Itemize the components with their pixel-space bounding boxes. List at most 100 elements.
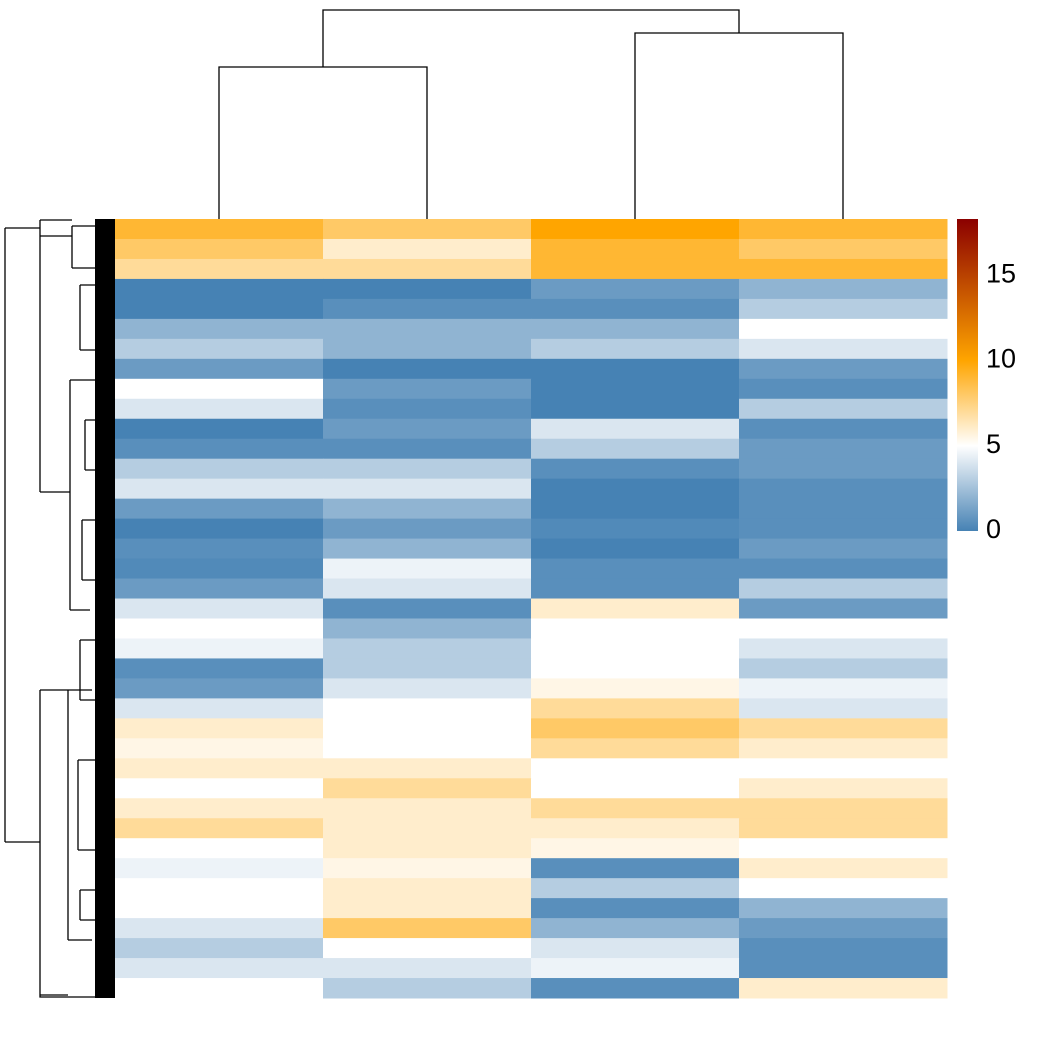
heatmap-cell: [323, 398, 532, 420]
heatmap-cell: [115, 758, 324, 779]
heatmap-cell: [323, 378, 532, 400]
heatmap-cell: [739, 578, 948, 600]
colorbar: [957, 219, 978, 531]
heatmap-cell: [739, 878, 948, 899]
heatmap-cell: [115, 818, 324, 839]
heatmap-cell: [531, 778, 740, 799]
heatmap-cell: [531, 718, 740, 739]
heatmap-cell: [323, 418, 532, 440]
heatmap-cell: [531, 898, 740, 919]
heatmap-cell: [323, 518, 532, 540]
heatmap-cell: [739, 498, 948, 520]
colorbar-tick-label: 15: [986, 258, 1016, 288]
heatmap-cell: [115, 618, 324, 639]
heatmap-cell: [323, 538, 532, 560]
heatmap-cell: [531, 318, 740, 340]
heatmap-cell: [739, 538, 948, 560]
heatmap-cell: [323, 219, 532, 240]
heatmap-cell: [739, 378, 948, 400]
heatmap-cell: [323, 658, 532, 679]
heatmap-cell: [115, 498, 324, 520]
heatmap-cell: [739, 838, 948, 859]
heatmap-cell: [323, 438, 532, 460]
heatmap-cell: [115, 558, 324, 580]
heatmap-cell: [323, 878, 532, 899]
heatmap-cell: [115, 778, 324, 799]
heatmap-cell: [531, 578, 740, 600]
heatmap-cell: [531, 818, 740, 839]
heatmap-cell: [115, 898, 324, 919]
heatmap-cell: [531, 358, 740, 380]
heatmap-cell: [115, 658, 324, 679]
heatmap-cell: [115, 298, 324, 320]
heatmap-cell: [323, 338, 532, 360]
col-dendrogram-branch: [634, 32, 844, 219]
heatmap-cell: [531, 978, 740, 999]
colorbar-tick-label: 5: [986, 429, 1001, 459]
heatmap-cell: [115, 378, 324, 400]
heatmap-cell: [739, 458, 948, 480]
heatmap-cell: [739, 778, 948, 799]
heatmap-cell: [739, 798, 948, 819]
heatmap-cell: [531, 518, 740, 540]
heatmap-cell: [531, 918, 740, 939]
colorbar-tick-label: 0: [986, 514, 1001, 544]
row-dendrogram: [4, 219, 115, 998]
heatmap-cell: [323, 718, 532, 739]
heatmap-cell: [739, 219, 948, 240]
heatmap-cell: [115, 838, 324, 859]
heatmap-cell: [323, 258, 532, 280]
heatmap-cell: [739, 898, 948, 919]
heatmap-cell: [531, 598, 740, 619]
heatmap-cell: [531, 498, 740, 520]
heatmap-cell: [115, 318, 324, 340]
heatmap-cell: [323, 478, 532, 500]
heatmap-cell: [323, 978, 532, 999]
heatmap-cell: [531, 418, 740, 440]
heatmap-cell: [739, 638, 948, 659]
heatmap-cell: [115, 738, 324, 759]
heatmap-cell: [739, 598, 948, 619]
heatmap-cell: [115, 958, 324, 979]
heatmap-cell: [531, 438, 740, 460]
heatmap-cell: [739, 338, 948, 360]
heatmap-cell: [739, 678, 948, 699]
heatmap-cell: [739, 818, 948, 839]
heatmap-cell: [115, 598, 324, 619]
heatmap-cell: [115, 258, 324, 280]
heatmap-cell: [531, 758, 740, 779]
heatmap-cell: [323, 578, 532, 600]
heatmap-cell: [323, 278, 532, 300]
heatmap-cell: [739, 738, 948, 759]
heatmap-cell: [115, 578, 324, 600]
heatmap-cell: [531, 678, 740, 699]
heatmap-cell: [323, 638, 532, 659]
heatmap-cell: [739, 558, 948, 580]
col-dendrogram-branch: [218, 66, 428, 219]
heatmap-cell: [323, 598, 532, 619]
heatmap-cell: [115, 938, 324, 959]
heatmap-cell: [531, 398, 740, 420]
heatmap-cell: [531, 618, 740, 639]
col-dendrogram-branch: [322, 9, 740, 67]
heatmap-cell: [115, 358, 324, 380]
heatmap-cell: [115, 278, 324, 300]
heatmap-cell: [531, 838, 740, 859]
heatmap-cell: [115, 438, 324, 460]
heatmap-cell: [323, 818, 532, 839]
heatmap-cell: [531, 378, 740, 400]
heatmap-cell: [739, 238, 948, 260]
heatmap-cell: [115, 458, 324, 480]
heatmap-cell: [323, 358, 532, 380]
heatmap-cell: [115, 678, 324, 699]
heatmap-cell: [323, 798, 532, 819]
heatmap-cell: [115, 398, 324, 420]
heatmap-cell: [323, 238, 532, 260]
heatmap-cell: [323, 858, 532, 879]
heatmap-cell: [739, 438, 948, 460]
heatmap-cell: [323, 898, 532, 919]
heatmap-cell: [739, 318, 948, 340]
heatmap-cell: [739, 518, 948, 540]
heatmap-cell: [531, 478, 740, 500]
